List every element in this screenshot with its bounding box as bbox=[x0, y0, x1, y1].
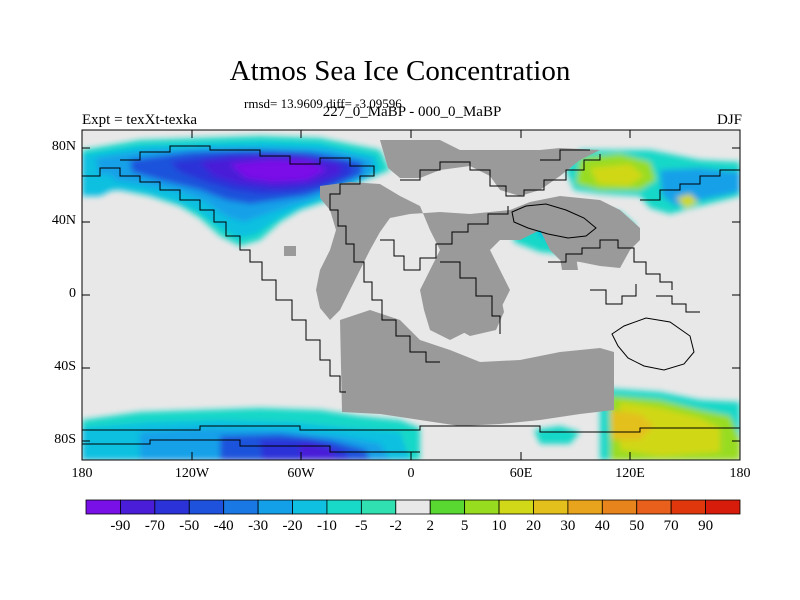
colorbar-label: 2 bbox=[426, 518, 434, 534]
colorbar-swatch bbox=[223, 499, 259, 515]
lat-label-40n: 40N bbox=[51, 213, 76, 228]
colorbar-label: 20 bbox=[525, 518, 541, 534]
stats-label: rmsd= 13.9609 diff= -3.09596 bbox=[244, 96, 402, 111]
colorbar-swatch bbox=[292, 499, 328, 515]
colorbar-label: 70 bbox=[663, 518, 679, 534]
colorbar-label: 50 bbox=[629, 518, 645, 534]
colorbar-label: -5 bbox=[355, 518, 368, 534]
lon-label-180w: 180 bbox=[71, 466, 93, 481]
colorbar-swatch bbox=[395, 499, 431, 515]
colorbar-swatch bbox=[670, 499, 706, 515]
colorbar-label: -70 bbox=[144, 518, 165, 534]
lon-label-0: 0 bbox=[407, 466, 415, 481]
colorbar-label: -2 bbox=[389, 518, 403, 534]
colorbar-swatch bbox=[257, 499, 293, 515]
colorbar-label: -30 bbox=[248, 518, 269, 534]
colorbar-label: 40 bbox=[594, 518, 610, 534]
colorbar-swatch bbox=[360, 499, 397, 515]
south-ice-anomaly bbox=[82, 388, 740, 460]
colorbar-swatch bbox=[636, 499, 672, 515]
colorbar-swatch bbox=[705, 499, 741, 515]
colorbar-label: -50 bbox=[179, 518, 200, 534]
period-label: 227_0_MaBP - 000_0_MaBP bbox=[322, 104, 502, 120]
colorbar-label: -20 bbox=[282, 518, 303, 534]
experiment-label: Expt = texXt-texka bbox=[82, 112, 198, 128]
colorbar-swatch bbox=[188, 499, 225, 515]
lon-label-120w: 120W bbox=[174, 466, 210, 481]
colorbar-swatch bbox=[533, 499, 569, 515]
colorbar-swatch bbox=[326, 499, 362, 515]
colorbar-swatch bbox=[601, 499, 638, 515]
lon-label-180e: 180 bbox=[729, 466, 751, 481]
colorbar-label: 10 bbox=[491, 518, 507, 534]
colorbar bbox=[85, 499, 741, 515]
lat-label-40s: 40S bbox=[54, 359, 76, 374]
season-label: DJF bbox=[716, 112, 742, 128]
colorbar-swatch bbox=[154, 499, 190, 515]
land-mask bbox=[284, 140, 640, 426]
lon-label-60e: 60E bbox=[509, 466, 533, 481]
axis-ticks bbox=[81, 130, 741, 460]
colorbar-swatch bbox=[85, 499, 121, 515]
lat-label-0: 0 bbox=[69, 286, 76, 301]
colorbar-label: -40 bbox=[213, 518, 234, 534]
lat-label-80n: 80N bbox=[51, 139, 76, 154]
lon-label-120e: 120E bbox=[615, 466, 645, 481]
colorbar-label: -90 bbox=[110, 518, 131, 534]
lat-label-80s: 80S bbox=[54, 432, 76, 447]
colorbar-swatch bbox=[120, 499, 156, 515]
lon-label-60w: 60W bbox=[287, 466, 315, 481]
colorbar-swatch bbox=[429, 499, 466, 515]
colorbar-label: 5 bbox=[460, 518, 469, 534]
colorbar-label: 30 bbox=[560, 518, 576, 534]
colorbar-swatch bbox=[464, 499, 500, 515]
colorbar-swatch bbox=[498, 499, 534, 515]
coastlines bbox=[82, 145, 740, 453]
colorbar-label: -10 bbox=[316, 518, 337, 534]
colorbar-label: 90 bbox=[698, 518, 714, 534]
colorbar-swatch bbox=[567, 499, 603, 515]
map-title: Atmos Sea Ice Concentration bbox=[229, 55, 571, 87]
